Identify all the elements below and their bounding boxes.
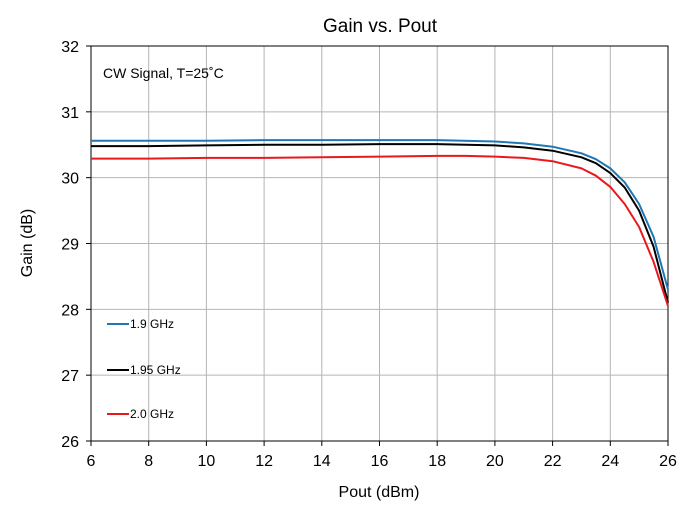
series-line-2-0-ghz bbox=[91, 154, 669, 307]
legend-label-2-0-ghz: 2.0 GHz bbox=[130, 407, 174, 421]
series-line-1-9-ghz bbox=[91, 139, 669, 290]
x-tick-label: 22 bbox=[544, 453, 562, 470]
legend-label-1-95-ghz: 1.95 GHz bbox=[130, 363, 181, 377]
grid bbox=[91, 46, 668, 441]
y-tick-labels: 26 27 28 29 30 31 32 bbox=[61, 39, 79, 451]
x-tick-label: 10 bbox=[198, 453, 216, 470]
legend: 1.9 GHz 1.95 GHz 2.0 GHz bbox=[107, 317, 181, 421]
legend-label-1-9-ghz: 1.9 GHz bbox=[130, 317, 174, 331]
x-tick-label: 26 bbox=[659, 453, 677, 470]
x-tick-labels: 6 8 10 12 14 16 18 20 22 24 26 bbox=[87, 453, 677, 470]
axis-ticks bbox=[86, 45, 669, 446]
y-tick-label: 32 bbox=[61, 39, 79, 56]
condition-annotation: CW Signal, T=25˚C bbox=[103, 65, 224, 81]
y-tick-label: 29 bbox=[61, 237, 79, 254]
x-tick-label: 14 bbox=[313, 453, 331, 470]
plot-frame bbox=[90, 45, 669, 442]
x-tick-label: 20 bbox=[486, 453, 504, 470]
series-line-1-95-ghz bbox=[91, 143, 669, 303]
y-tick-label: 30 bbox=[61, 171, 79, 188]
x-tick-label: 8 bbox=[144, 453, 153, 470]
x-tick-label: 6 bbox=[87, 453, 96, 470]
x-tick-label: 24 bbox=[601, 453, 619, 470]
x-tick-label: 12 bbox=[255, 453, 273, 470]
x-tick-label: 16 bbox=[371, 453, 389, 470]
y-tick-label: 31 bbox=[61, 105, 79, 122]
x-tick-label: 18 bbox=[428, 453, 446, 470]
chart-title: Gain vs. Pout bbox=[323, 16, 438, 37]
y-tick-label: 26 bbox=[61, 434, 79, 451]
x-axis-label: Pout (dBm) bbox=[339, 484, 420, 501]
y-axis-label: Gain (dB) bbox=[19, 209, 36, 277]
series-lines bbox=[91, 139, 669, 307]
y-tick-label: 28 bbox=[61, 302, 79, 319]
y-tick-label: 27 bbox=[61, 368, 79, 385]
